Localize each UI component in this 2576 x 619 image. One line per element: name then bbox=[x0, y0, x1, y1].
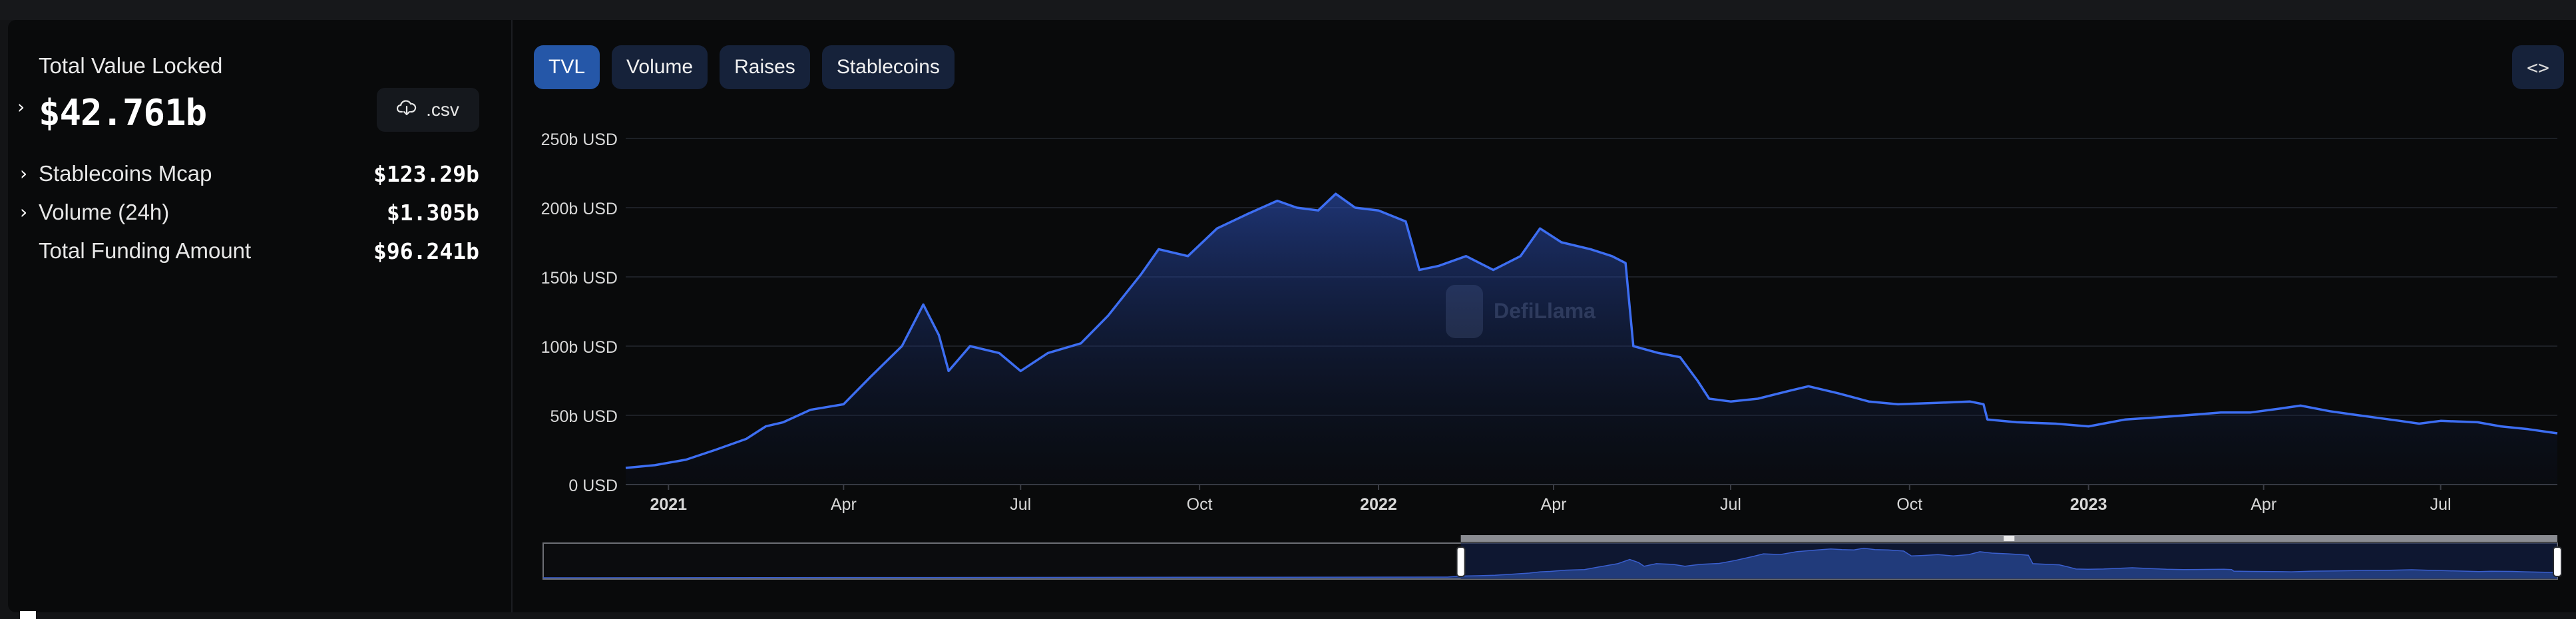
cloud-download-icon bbox=[397, 99, 417, 121]
x-tick-label: Apr bbox=[831, 495, 857, 514]
brush-left-handle[interactable] bbox=[1456, 546, 1466, 577]
tvl-value: $42.761b bbox=[39, 92, 207, 134]
overview-panel: Total Value Locked › $42.761b .csv › Sta… bbox=[8, 20, 2576, 612]
tab-tvl[interactable]: TVL bbox=[534, 45, 600, 89]
total-funding-value: $96.241b bbox=[373, 238, 479, 264]
x-tick-label: Oct bbox=[1187, 495, 1213, 514]
x-tick-label: Oct bbox=[1896, 495, 1922, 514]
tab-volume[interactable]: Volume bbox=[612, 45, 708, 89]
x-tick-label: 2022 bbox=[1360, 495, 1397, 514]
y-tick-label: 200b USD bbox=[541, 200, 618, 218]
download-csv-button[interactable]: .csv bbox=[377, 88, 479, 132]
tvl-line bbox=[625, 192, 2558, 469]
brush-preview-line bbox=[542, 547, 2558, 578]
stablecoins-mcap-value: $123.29b bbox=[373, 161, 479, 187]
y-tick-label: 150b USD bbox=[541, 269, 618, 288]
csv-label: .csv bbox=[426, 99, 459, 120]
y-tick-label: 0 USD bbox=[568, 477, 618, 495]
x-tick-label: Jul bbox=[2430, 495, 2452, 514]
tvl-chart: 0 USD 50b USD 100b USD 150b USD 200b USD 250b… bbox=[541, 130, 2562, 580]
code-brackets-icon: <> bbox=[2527, 56, 2549, 79]
summary-panel: Total Value Locked › $42.761b .csv › Sta… bbox=[8, 20, 513, 612]
stablecoins-mcap-label: Stablecoins Mcap bbox=[39, 161, 212, 186]
volume-24h-label: Volume (24h) bbox=[39, 200, 170, 224]
x-tick-label: Apr bbox=[1541, 495, 1567, 514]
x-tick-label: Apr bbox=[2251, 495, 2276, 514]
x-tick-label: 2023 bbox=[2070, 495, 2107, 514]
brush-grip-icon bbox=[2004, 536, 2015, 541]
x-tick-label: 2021 bbox=[650, 495, 687, 514]
tvl-label: Total Value Locked bbox=[39, 53, 223, 78]
y-tick-label: 250b USD bbox=[541, 130, 618, 149]
corner-marker bbox=[20, 611, 36, 619]
expand-stablecoins-chevron-icon[interactable]: › bbox=[20, 162, 28, 184]
tab-stablecoins[interactable]: Stablecoins bbox=[821, 45, 955, 89]
y-tick-label: 100b USD bbox=[541, 338, 618, 357]
x-tick-label: Jul bbox=[1010, 495, 1031, 514]
expand-tvl-chevron-icon[interactable]: › bbox=[17, 96, 25, 118]
brush-right-handle[interactable] bbox=[2553, 546, 2562, 577]
x-tick-label: Jul bbox=[1720, 495, 1741, 514]
volume-24h-value: $1.305b bbox=[386, 200, 479, 226]
tab-raises[interactable]: Raises bbox=[720, 45, 810, 89]
y-tick-label: 50b USD bbox=[550, 407, 618, 426]
tvl-area bbox=[626, 194, 2557, 485]
brush-preview-area bbox=[543, 548, 2557, 578]
top-bar bbox=[0, 0, 2576, 20]
total-funding-label: Total Funding Amount bbox=[39, 238, 252, 263]
chart-tabs: TVL Volume Raises Stablecoins bbox=[534, 45, 955, 89]
expand-volume-chevron-icon[interactable]: › bbox=[20, 201, 28, 223]
embed-button[interactable]: <> bbox=[2512, 45, 2564, 89]
